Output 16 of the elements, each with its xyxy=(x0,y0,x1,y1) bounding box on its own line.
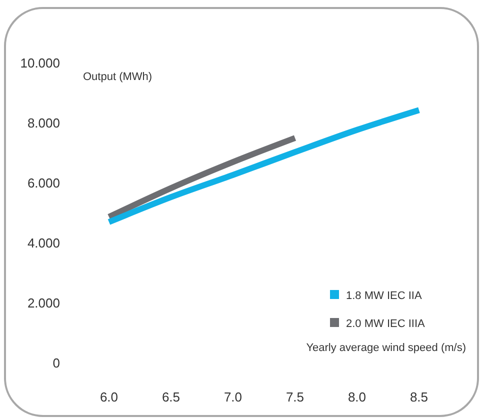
y-tick-label: 0 xyxy=(52,356,60,371)
x-tick-label: 7.0 xyxy=(224,390,242,405)
x-tick-label: 6.0 xyxy=(100,390,118,405)
x-tick-label: 7.5 xyxy=(286,390,304,405)
y-axis-title: Output (MWh) xyxy=(83,71,152,83)
x-axis-title: Yearly average wind speed (m/s) xyxy=(306,342,466,354)
y-tick-label: 6.000 xyxy=(27,176,60,191)
y-tick-label: 10.000 xyxy=(20,56,60,71)
x-tick-label: 6.5 xyxy=(162,390,180,405)
x-tick-label: 8.5 xyxy=(410,390,428,405)
y-tick-label: 8.000 xyxy=(27,116,60,131)
legend-label: 1.8 MW IEC IIA xyxy=(346,290,422,302)
y-tick-label: 2.000 xyxy=(27,296,60,311)
legend-label: 2.0 MW IEC IIIA xyxy=(346,318,426,330)
y-tick-label: 4.000 xyxy=(27,236,60,251)
x-tick-label: 8.0 xyxy=(348,390,366,405)
